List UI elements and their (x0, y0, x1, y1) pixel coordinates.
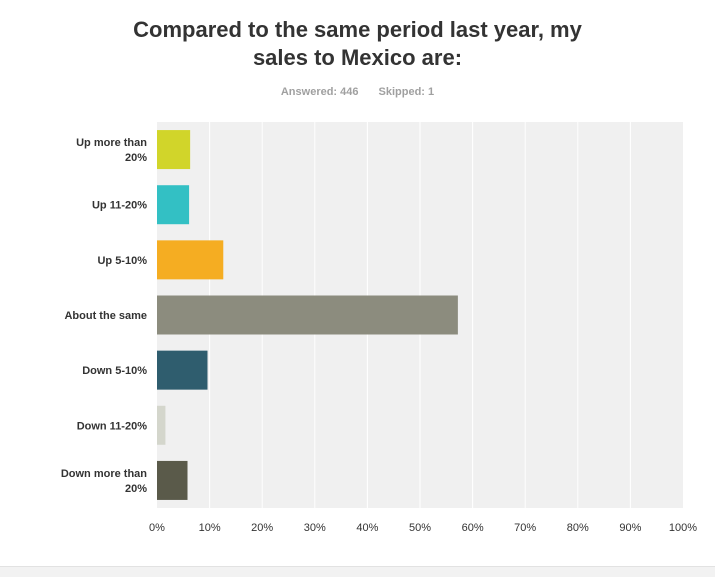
x-axis-ticks: 0% 10% 20% 30% 40% 50% 60% 70% 80% 90% 100% (149, 522, 697, 534)
bar (157, 295, 458, 335)
category-label: 20% (125, 152, 147, 164)
x-tick-label: 90% (619, 522, 641, 534)
footer-strip (0, 566, 715, 577)
bar (157, 130, 191, 170)
x-tick-label: 0% (149, 522, 165, 534)
response-stats: Answered: 446 Skipped: 1 (0, 86, 715, 98)
chart-title: Compared to the same period last year, m… (0, 16, 715, 72)
bar (157, 460, 188, 500)
category-label: Up more than (76, 137, 147, 149)
x-tick-label: 10% (199, 522, 221, 534)
x-tick-label: 20% (251, 522, 273, 534)
x-tick-label: 50% (409, 522, 431, 534)
category-label: About the same (64, 310, 147, 322)
category-label: Down more than (61, 468, 147, 480)
bar (157, 350, 208, 390)
x-tick-label: 40% (356, 522, 378, 534)
x-tick-label: 70% (514, 522, 536, 534)
bar (157, 405, 166, 445)
bar-chart: Up more than 20% Up 11-20% Up 5-10% About th… (61, 122, 697, 534)
answered-count: Answered: 446 (280, 86, 359, 98)
category-labels: Up more than 20% Up 11-20% Up 5-10% About th… (61, 137, 147, 495)
x-tick-label: 30% (304, 522, 326, 534)
category-label: 20% (125, 483, 147, 495)
category-label: Up 11-20% (92, 200, 147, 212)
bar (157, 185, 190, 225)
category-label: Down 5-10% (82, 365, 147, 377)
skipped-count: Skipped: 1 (378, 86, 435, 98)
bars (157, 130, 458, 500)
x-tick-label: 100% (669, 522, 697, 534)
category-label: Up 5-10% (97, 255, 147, 267)
x-tick-label: 80% (567, 522, 589, 534)
chart-title-line-2: sales to Mexico are: (252, 45, 463, 70)
bar (157, 240, 224, 280)
chart-title-line-1: Compared to the same period last year, m… (133, 17, 582, 42)
category-label: Down 11-20% (77, 420, 148, 432)
x-tick-label: 60% (462, 522, 484, 534)
